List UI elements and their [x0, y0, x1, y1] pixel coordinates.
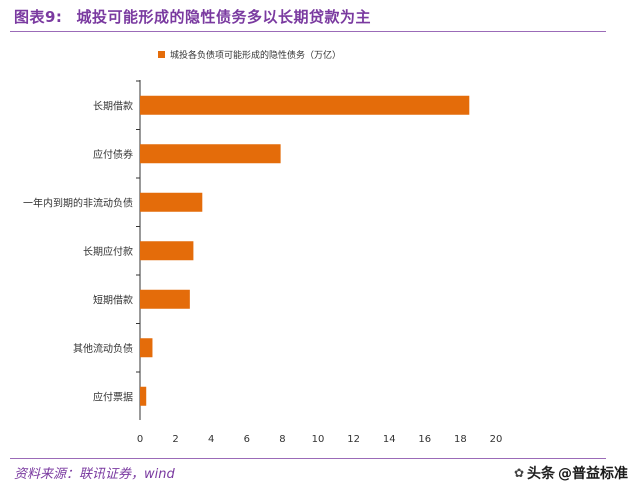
y-tick-label: 应付票据: [93, 390, 133, 403]
x-tick-label: 10: [312, 434, 325, 445]
x-tick-label: 20: [490, 434, 503, 445]
bar: [140, 386, 147, 406]
figure-title-text: 城投可能形成的隐性债务多以长期贷款为主: [76, 8, 371, 26]
x-tick-label: 0: [137, 434, 143, 445]
figure-number: 图表9:: [14, 8, 63, 26]
watermark: ✿ 头条 @普益标准: [514, 463, 628, 483]
x-tick-label: 18: [454, 434, 467, 445]
x-tick-label: 16: [418, 434, 431, 445]
y-tick-label: 长期借款: [93, 99, 133, 112]
legend-swatch: [158, 51, 165, 58]
y-tick-label: 应付债券: [93, 148, 133, 161]
figure-title: 图表9: 城投可能形成的隐性债务多以长期贷款为主: [14, 6, 371, 27]
x-tick-label: 6: [244, 434, 250, 445]
source-note: 资料来源：联讯证券，wind: [14, 467, 175, 482]
watermark-platform: 头条: [527, 466, 555, 482]
title-divider: [10, 31, 606, 32]
bar: [140, 241, 194, 261]
bar: [140, 144, 281, 164]
bar: [140, 192, 203, 212]
x-tick-label: 4: [208, 434, 214, 445]
bar: [140, 338, 153, 358]
bar: [140, 95, 470, 115]
chart-legend: 城投各负债项可能形成的隐性债务（万亿）: [158, 49, 341, 61]
x-tick-label: 12: [347, 434, 360, 445]
x-tick-labels: 0 2 4 6 8 10 12 14 16 18 20: [137, 434, 503, 445]
watermark-handle: @普益标准: [558, 466, 628, 482]
x-tick-label: 8: [279, 434, 285, 445]
y-tick-label: 其他流动负债: [73, 342, 133, 355]
legend-label: 城投各负债项可能形成的隐性债务（万亿）: [170, 49, 341, 61]
footer-divider: [10, 458, 606, 459]
y-tick-label: 长期应付款: [83, 245, 133, 258]
x-tick-label: 14: [383, 434, 396, 445]
x-tick-label: 2: [172, 434, 178, 445]
bars-group: [140, 95, 470, 406]
bar: [140, 289, 190, 309]
chat-bubble-icon: ✿: [513, 466, 524, 480]
y-tick-label: 一年内到期的非流动负债: [23, 196, 133, 209]
y-tick-label: 短期借款: [93, 293, 133, 306]
